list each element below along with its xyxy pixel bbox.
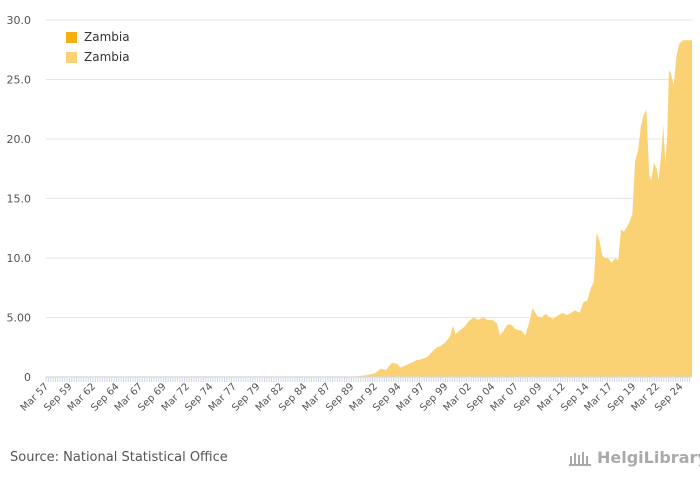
legend-label-1: Zambia (84, 30, 130, 44)
legend-item-1[interactable]: Zambia (66, 27, 130, 47)
legend-swatch-1 (66, 31, 77, 43)
y-tick-label: 20.0 (7, 133, 32, 146)
legend-swatch-2 (66, 51, 77, 63)
series-group (46, 40, 692, 377)
y-tick-label: 5.00 (7, 312, 32, 325)
y-axis-ticks: 0 5.00 10.0 15.0 20.0 25.0 30.0 (7, 14, 32, 384)
y-tick-label: 0 (24, 371, 31, 384)
legend-item-2[interactable]: Zambia (66, 47, 130, 67)
brand-text: HelgiLibrary (597, 448, 700, 467)
gridlines (46, 19, 692, 378)
y-tick-label: 15.0 (7, 193, 32, 206)
library-icon (569, 451, 591, 466)
source-note: Source: National Statistical Office (10, 450, 228, 465)
y-tick-label: 25.0 (7, 74, 32, 87)
y-tick-label: 30.0 (7, 14, 32, 27)
brand-logo[interactable]: HelgiLibrary (569, 448, 700, 467)
series-area-2[interactable] (46, 40, 692, 377)
legend: Zambia Zambia (66, 27, 130, 67)
legend-label-2: Zambia (84, 50, 130, 64)
y-tick-label: 10.0 (7, 252, 32, 265)
